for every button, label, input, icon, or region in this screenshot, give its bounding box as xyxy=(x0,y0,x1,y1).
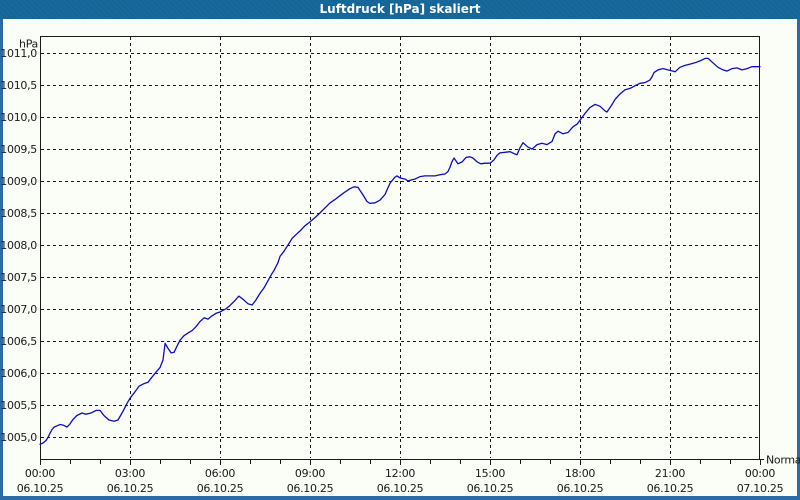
x-tick-time-label: 00:00 xyxy=(25,467,56,480)
x-tick-time-label: 00:00 xyxy=(745,467,776,480)
x-tick-date-label: 06.10.25 xyxy=(107,482,154,495)
x-tick-time-label: 15:00 xyxy=(475,467,506,480)
x-tick-date-label: 06.10.25 xyxy=(287,482,334,495)
y-axis-unit-label: hPa xyxy=(19,38,38,51)
y-tick-label: 1006,5 xyxy=(0,335,37,348)
y-tick-label: 1007,0 xyxy=(0,303,37,316)
y-tick-label: 1007,5 xyxy=(0,271,37,284)
y-tick-label: 1011,0 xyxy=(0,47,37,60)
x-tick-date-label: 06.10.25 xyxy=(647,482,694,495)
x-tick-time-label: 09:00 xyxy=(295,467,326,480)
y-tick-label: 1009,5 xyxy=(0,143,37,156)
y-tick-label: 1010,5 xyxy=(0,79,37,92)
window-title: Luftdruck [hPa] skaliert xyxy=(319,2,481,16)
x-tick-time-label: 03:00 xyxy=(115,467,146,480)
x-tick-date-label: 06.10.25 xyxy=(17,482,64,495)
x-tick-date-label: 07.10.25 xyxy=(737,482,784,495)
pressure-series-line xyxy=(39,57,761,445)
x-tick-date-label: 06.10.25 xyxy=(557,482,604,495)
y-tick-label: 1008,0 xyxy=(0,239,37,252)
x-tick-time-label: 18:00 xyxy=(565,467,596,480)
y-tick-label: 1005,0 xyxy=(0,431,37,444)
x-tick-date-label: 06.10.25 xyxy=(467,482,514,495)
x-tick-date-label: 06.10.25 xyxy=(197,482,244,495)
x-tick-time-label: 21:00 xyxy=(655,467,686,480)
x-tick-date-label: 06.10.25 xyxy=(377,482,424,495)
axis-end-label: Normal xyxy=(766,454,800,467)
y-tick-label: 1008,5 xyxy=(0,207,37,220)
y-tick-label: 1006,0 xyxy=(0,367,37,380)
window-titlebar[interactable]: Luftdruck [hPa] skaliert xyxy=(0,0,800,19)
y-tick-label: 1010,0 xyxy=(0,111,37,124)
y-tick-label: 1009,0 xyxy=(0,175,37,188)
y-tick-label: 1005,5 xyxy=(0,399,37,412)
x-tick-time-label: 06:00 xyxy=(205,467,236,480)
x-tick-time-label: 12:00 xyxy=(385,467,416,480)
